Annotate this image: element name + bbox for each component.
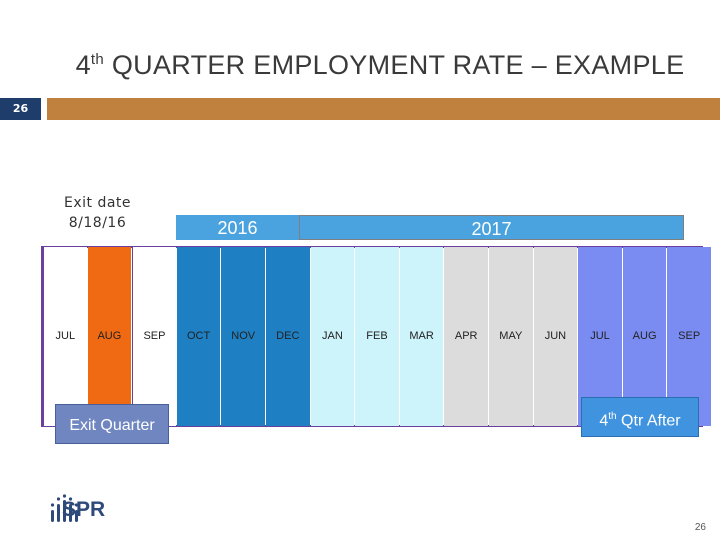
year-2016-bar: 2016 <box>176 215 299 240</box>
month-column: MAY <box>489 247 533 426</box>
slide-number-badge: 26 <box>0 98 41 120</box>
month-column: FEB <box>355 247 399 426</box>
month-label: NOV <box>231 330 256 342</box>
month-column: JUN <box>533 247 578 426</box>
month-label: FEB <box>366 330 388 342</box>
month-column: JUL <box>578 247 622 426</box>
month-label: JUL <box>590 330 610 342</box>
month-column: JUL <box>43 247 87 426</box>
month-column: DEC <box>266 247 310 426</box>
month-label: APR <box>454 330 478 342</box>
month-column: SEP <box>667 247 711 426</box>
month-label: OCT <box>186 330 211 342</box>
month-label: DEC <box>276 330 300 342</box>
month-label: SEP <box>143 330 166 342</box>
month-label: MAR <box>409 330 434 342</box>
month-label: AUG <box>632 330 657 342</box>
month-column: NOV <box>221 247 265 426</box>
year-2017-bar: 2017 <box>299 215 684 240</box>
month-column: SEP <box>132 247 176 426</box>
exit-quarter-label: Exit Quarter <box>55 404 169 444</box>
month-label: JUL <box>55 330 76 342</box>
month-column: JAN <box>310 247 355 426</box>
month-column: AUG <box>622 247 667 426</box>
page-title: 4th QUARTER EMPLOYMENT RATE – EXAMPLE <box>0 50 720 81</box>
month-column: OCT <box>176 247 221 426</box>
title-prefix: 4 <box>75 50 91 80</box>
month-column: APR <box>444 247 488 426</box>
after-prefix: 4 <box>599 412 609 430</box>
spr-logo-icon <box>50 494 79 522</box>
page-number: 26 <box>694 522 706 533</box>
month-column: MAR <box>399 247 444 426</box>
title-rest: QUARTER EMPLOYMENT RATE – EXAMPLE <box>104 50 685 80</box>
exit-date-heading: Exit date <box>63 195 132 211</box>
fourth-quarter-after-label: 4th Qtr After <box>581 397 699 437</box>
month-column: AUG <box>87 247 132 426</box>
after-superscript: th <box>608 411 617 422</box>
title-superscript: th <box>90 51 105 68</box>
month-label: MAY <box>499 330 523 342</box>
month-label: AUG <box>97 330 122 342</box>
month-label: JUN <box>544 330 567 342</box>
month-label: SEP <box>678 330 701 342</box>
month-label: JAN <box>322 330 343 342</box>
header-accent-bar <box>47 98 720 120</box>
exit-date-label: Exit date 8/18/16 <box>40 193 155 233</box>
exit-date-value: 8/18/16 <box>68 215 127 231</box>
after-rest: Qtr After <box>616 412 681 430</box>
logo-text: SPR <box>62 498 106 521</box>
